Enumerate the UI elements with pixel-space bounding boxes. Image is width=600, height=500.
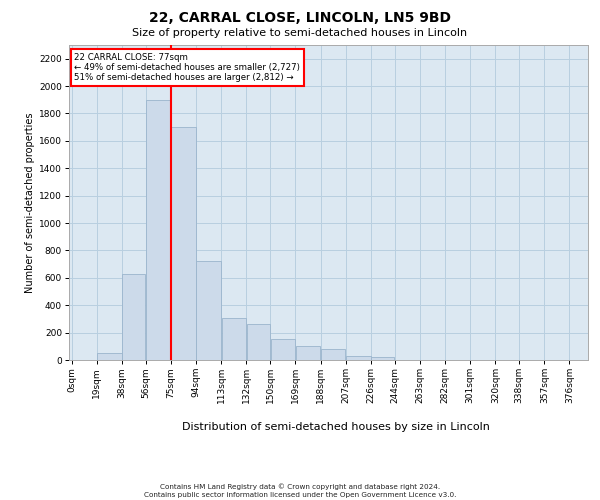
Bar	[346, 356, 371, 360]
Text: Contains HM Land Registry data © Crown copyright and database right 2024.
Contai: Contains HM Land Registry data © Crown c…	[144, 484, 456, 498]
Text: 22, CARRAL CLOSE, LINCOLN, LN5 9BD: 22, CARRAL CLOSE, LINCOLN, LN5 9BD	[149, 11, 451, 25]
Bar	[271, 339, 295, 360]
Bar	[371, 356, 394, 360]
Bar	[221, 318, 246, 360]
Bar	[122, 274, 145, 360]
Bar	[296, 346, 320, 360]
Bar	[97, 353, 122, 360]
Bar	[146, 100, 170, 360]
Bar	[247, 324, 270, 360]
Text: 22 CARRAL CLOSE: 77sqm
← 49% of semi-detached houses are smaller (2,727)
51% of : 22 CARRAL CLOSE: 77sqm ← 49% of semi-det…	[74, 52, 300, 82]
Bar	[171, 127, 196, 360]
Text: Size of property relative to semi-detached houses in Lincoln: Size of property relative to semi-detach…	[133, 28, 467, 38]
Y-axis label: Number of semi-detached properties: Number of semi-detached properties	[25, 112, 35, 292]
Bar	[321, 349, 346, 360]
Bar	[196, 262, 221, 360]
Text: Distribution of semi-detached houses by size in Lincoln: Distribution of semi-detached houses by …	[182, 422, 490, 432]
